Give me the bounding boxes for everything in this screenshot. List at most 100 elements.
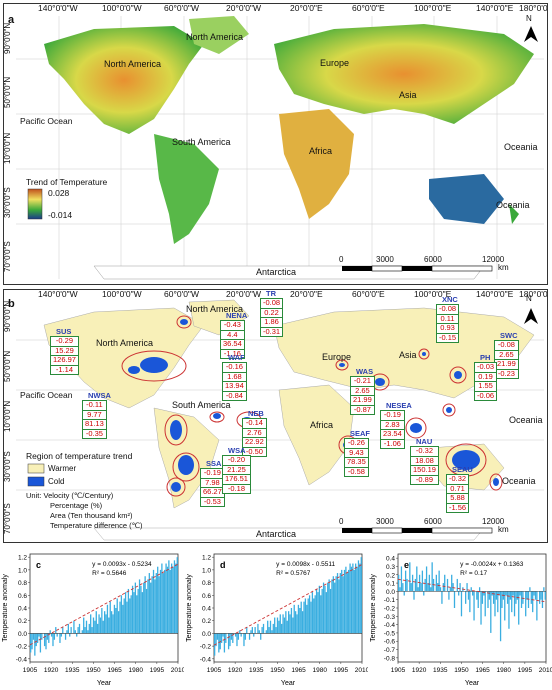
anomaly-bar (144, 576, 146, 634)
anomaly-bar (276, 617, 279, 634)
continent-label: Africa (309, 146, 333, 156)
anomaly-bar (254, 627, 256, 634)
anomaly-bar (215, 633, 217, 647)
x-axis-label: Year (97, 680, 112, 687)
anomaly-bar (301, 611, 304, 634)
y-axis-label: Temperature anomaly (186, 574, 193, 642)
anomaly-bar (165, 563, 167, 634)
region-stat-value: 2.76 (243, 427, 266, 438)
anomaly-bar (32, 633, 35, 640)
x-tick-label: 1905 (391, 667, 406, 674)
continent-label: North America (186, 32, 244, 42)
continent-label: Asia (399, 350, 417, 360)
chart-panel-label: e (404, 560, 409, 570)
lon-label: 20°0'0"W (226, 3, 261, 13)
anomaly-bar (458, 591, 460, 596)
anomaly-bar (539, 591, 541, 604)
y-tick-label: -0.6 (384, 639, 396, 646)
region-stat-value: -0.23 (495, 368, 518, 379)
region-stat-value: 0.19 (475, 371, 497, 382)
y-tick-label: -0.2 (384, 606, 396, 613)
anomaly-bar (530, 591, 532, 604)
region-stat-value: -0.35 (83, 428, 106, 439)
region-name: NEB (248, 409, 264, 418)
chart-e: -0.8-0.7-0.6 -0.5-0.4-0.3-0.2 -0.10.00.1 0.… (370, 553, 552, 687)
anomaly-bar (141, 592, 143, 634)
anomaly-bar (92, 617, 95, 634)
region-stat-value: -0.84 (223, 390, 246, 401)
anomaly-bar (300, 601, 302, 634)
region-name: SEAF (350, 429, 371, 438)
anomaly-bar (45, 633, 47, 650)
anomaly-bar (325, 592, 327, 634)
y-tick-label: 0.6 (202, 593, 211, 600)
anomaly-bar (278, 620, 280, 634)
unit-text: Unit: Velocity (℃/Century) (26, 491, 114, 500)
x-tick-label: 1905 (23, 667, 38, 674)
x-tick-label: 1965 (291, 667, 306, 674)
anomaly-bar (123, 598, 125, 634)
anomaly-bar (134, 582, 137, 634)
anomaly-bar (108, 617, 110, 634)
panel-b-label: b (8, 298, 15, 310)
anomaly-bar (446, 578, 449, 592)
regression-equation: y = 0.0098x - 0.5511 (276, 561, 335, 568)
region-name: NWSA (88, 391, 111, 400)
anomaly-bar (30, 633, 32, 653)
region-stat-value: -0.14 (245, 418, 263, 427)
anomaly-bar (122, 604, 124, 634)
anomaly-bar (175, 563, 177, 634)
anomaly-bar (115, 608, 117, 634)
region-stats-box: -0.08 0.11 0.93 -0.15 (436, 304, 460, 343)
anomaly-bar (155, 573, 157, 634)
anomaly-bar (425, 566, 428, 592)
lon-label: 60°0'0"E (352, 289, 385, 299)
unit-text: Temperature difference (℃) (50, 521, 143, 530)
anomaly-bar (31, 633, 33, 650)
anomaly-bar (239, 630, 241, 634)
x-tick-label: 1965 (475, 667, 490, 674)
y-tick-label: 0.2 (18, 618, 27, 625)
anomaly-bar (518, 591, 520, 625)
anomaly-bar (452, 583, 454, 592)
x-tick-label: 1935 (249, 667, 264, 674)
anomaly-bar (321, 588, 323, 634)
anomaly-bar (274, 617, 276, 634)
y-tick-label: 0.6 (18, 593, 27, 600)
anomaly-bar (472, 591, 474, 596)
region-stat-value: 5.88 (447, 493, 469, 503)
anomaly-bar (331, 579, 333, 634)
anomaly-bar (52, 633, 54, 647)
lon-label: 100°0'0"E (414, 289, 452, 299)
anomaly-bar (505, 591, 507, 596)
anomaly-bar (260, 633, 262, 640)
anomaly-bar (513, 591, 516, 617)
chart-c: -0.4 -0.2 0.0 0.2 0.4 0.6 0.8 1.0 1.2 1905 1920 193… (2, 553, 184, 687)
anomaly-bar (525, 591, 527, 617)
region-name: XNC (442, 295, 458, 304)
anomaly-bar (53, 633, 56, 640)
anomaly-bar (102, 620, 104, 634)
anomaly-bar (430, 587, 432, 592)
anomaly-bar (427, 583, 429, 592)
anomaly-bar (136, 595, 138, 634)
anomaly-bar (97, 623, 99, 634)
anomaly-bar (469, 591, 471, 613)
anomaly-bar (87, 630, 89, 634)
lon-label: 60°0'0"W (164, 289, 199, 299)
anomaly-bar (437, 583, 439, 592)
anomaly-bar (279, 614, 281, 634)
region-name: NAU (416, 437, 433, 446)
anomaly-bar (409, 562, 411, 592)
anomaly-bar (91, 627, 93, 634)
region-stat-value: -0.19 (203, 468, 221, 477)
region-name: WAS (356, 367, 374, 376)
region-stat-value: 4.4 (221, 329, 244, 340)
anomaly-bar (98, 614, 100, 634)
region-stat-value: 66.27 (201, 487, 224, 496)
anomaly-bar (511, 591, 513, 613)
anomaly-bar (477, 591, 479, 608)
region-stat-value: 176.51 (223, 474, 250, 483)
region-stats-box: -0.26 9.43 78.35 -0.58 (344, 438, 369, 477)
anomaly-bar (441, 591, 443, 604)
